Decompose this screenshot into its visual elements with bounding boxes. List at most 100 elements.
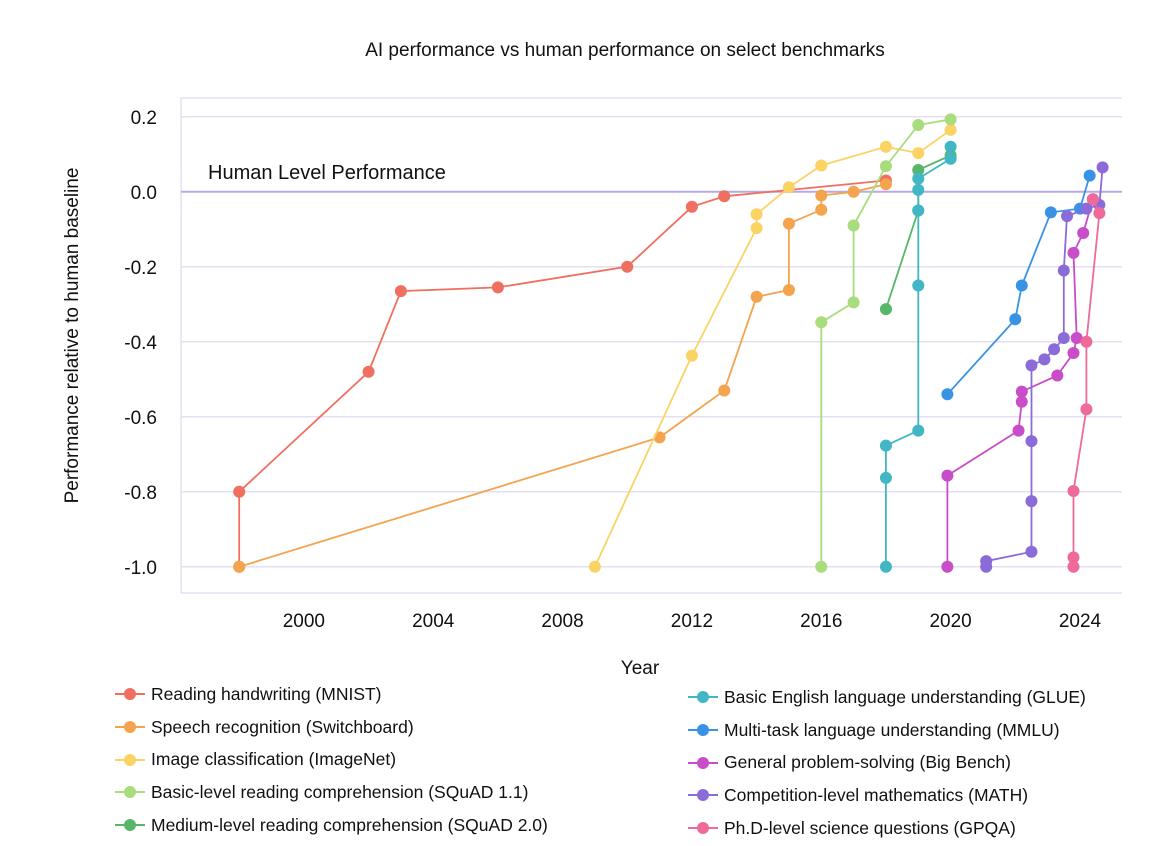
legend-item: Ph.D-level science questions (GPQA) bbox=[688, 812, 1086, 845]
data-point bbox=[1025, 435, 1038, 448]
legend-swatch bbox=[115, 785, 145, 799]
legend-label: Basic English language understanding (GL… bbox=[724, 686, 1086, 707]
legend-swatch bbox=[688, 690, 718, 704]
series-0 bbox=[233, 174, 892, 573]
data-point bbox=[944, 152, 957, 165]
legend-item: Multi-task language understanding (MMLU) bbox=[688, 714, 1086, 747]
series-layer bbox=[233, 113, 1109, 573]
data-point bbox=[912, 183, 925, 196]
data-point bbox=[879, 439, 892, 452]
data-point bbox=[1061, 210, 1074, 223]
data-point bbox=[847, 296, 860, 309]
y-tick-label: 0.2 bbox=[131, 108, 157, 129]
y-tick-label: 0.0 bbox=[131, 183, 157, 204]
series-2 bbox=[588, 123, 957, 573]
legend-label: Multi-task language understanding (MMLU) bbox=[724, 719, 1060, 740]
legend-label: Basic-level reading comprehension (SQuAD… bbox=[151, 781, 529, 802]
data-point bbox=[750, 222, 763, 235]
data-point bbox=[912, 204, 925, 217]
legend-right: Basic English language understanding (GL… bbox=[688, 681, 1086, 844]
legend-label: Reading handwriting (MNIST) bbox=[151, 683, 382, 704]
data-point bbox=[944, 113, 957, 126]
data-point bbox=[944, 140, 957, 153]
data-point bbox=[1048, 343, 1061, 356]
data-point bbox=[847, 185, 860, 198]
data-point bbox=[912, 164, 925, 176]
data-point bbox=[1077, 227, 1090, 239]
data-point bbox=[1067, 347, 1080, 359]
y-axis-title: Performance relative to human baseline bbox=[62, 168, 83, 504]
data-point bbox=[1083, 169, 1096, 182]
data-point bbox=[1093, 207, 1106, 220]
legend-label: Medium-level reading comprehension (SQuA… bbox=[151, 814, 548, 835]
legend-swatch bbox=[115, 687, 145, 701]
legend-swatch bbox=[115, 753, 145, 767]
data-point bbox=[233, 560, 246, 573]
legend-swatch bbox=[688, 723, 718, 737]
legend-label: General problem-solving (Big Bench) bbox=[724, 752, 1011, 773]
data-point bbox=[847, 219, 860, 232]
data-point bbox=[718, 384, 731, 397]
series-line bbox=[238, 183, 887, 568]
legend-item: Speech recognition (Switchboard) bbox=[115, 711, 548, 744]
x-tick-label: 2004 bbox=[412, 611, 455, 632]
data-point bbox=[941, 388, 954, 401]
data-point bbox=[815, 189, 828, 202]
data-point bbox=[815, 159, 828, 172]
legend-label: Competition-level mathematics (MATH) bbox=[724, 784, 1029, 805]
y-tick-label: -1.0 bbox=[124, 558, 157, 579]
data-point bbox=[912, 147, 925, 160]
x-tick-label: 2020 bbox=[929, 611, 971, 632]
x-tick-label: 2016 bbox=[800, 611, 842, 632]
data-point bbox=[1080, 403, 1093, 416]
data-point bbox=[912, 172, 925, 185]
legend-item: General problem-solving (Big Bench) bbox=[688, 746, 1086, 779]
chart-title: AI performance vs human performance on s… bbox=[365, 40, 885, 61]
data-point bbox=[980, 555, 993, 568]
series-1 bbox=[233, 178, 892, 573]
axis-layer: 0.2 0.0 -0.2 -0.4 -0.6 -0.8 -1.0 2000 2004 2008 20… bbox=[62, 108, 1102, 679]
series-6 bbox=[941, 169, 1096, 401]
legend-item: Competition-level mathematics (MATH) bbox=[688, 779, 1086, 812]
data-point bbox=[362, 365, 375, 378]
data-point bbox=[815, 316, 828, 329]
data-point bbox=[718, 190, 731, 203]
legend-swatch bbox=[115, 818, 145, 832]
data-point bbox=[394, 285, 407, 298]
series-8 bbox=[980, 161, 1109, 573]
data-point bbox=[1057, 264, 1070, 277]
series-5 bbox=[879, 140, 957, 573]
data-point bbox=[1044, 206, 1057, 219]
data-point bbox=[1086, 193, 1099, 206]
data-point bbox=[879, 303, 892, 316]
data-point bbox=[879, 560, 892, 573]
x-tick-label: 2024 bbox=[1059, 611, 1102, 632]
x-axis-title: Year bbox=[621, 658, 660, 679]
x-tick-label: 2000 bbox=[283, 611, 325, 632]
data-point bbox=[782, 181, 795, 194]
data-point bbox=[1025, 545, 1038, 558]
reference-line-layer: Human Level Performance bbox=[181, 162, 1122, 193]
legend-label: Ph.D-level science questions (GPQA) bbox=[724, 817, 1016, 838]
data-point bbox=[944, 123, 957, 136]
data-point bbox=[1015, 395, 1028, 408]
data-point bbox=[815, 560, 828, 573]
data-point bbox=[782, 217, 795, 230]
data-point bbox=[1067, 551, 1080, 564]
data-point bbox=[1025, 495, 1038, 508]
data-point bbox=[1067, 246, 1080, 259]
data-point bbox=[685, 200, 698, 213]
legend-swatch bbox=[688, 821, 718, 835]
data-point bbox=[1080, 202, 1093, 215]
data-point bbox=[1012, 424, 1025, 437]
data-point bbox=[1070, 332, 1083, 344]
data-point bbox=[621, 260, 634, 273]
data-point bbox=[750, 208, 763, 221]
data-point bbox=[685, 349, 698, 362]
data-point bbox=[879, 140, 892, 153]
data-point bbox=[1067, 560, 1080, 573]
legend-item: Image classification (ImageNet) bbox=[115, 743, 548, 776]
legend-item: Medium-level reading comprehension (SQuA… bbox=[115, 809, 548, 842]
y-tick-label: -0.4 bbox=[124, 333, 157, 354]
